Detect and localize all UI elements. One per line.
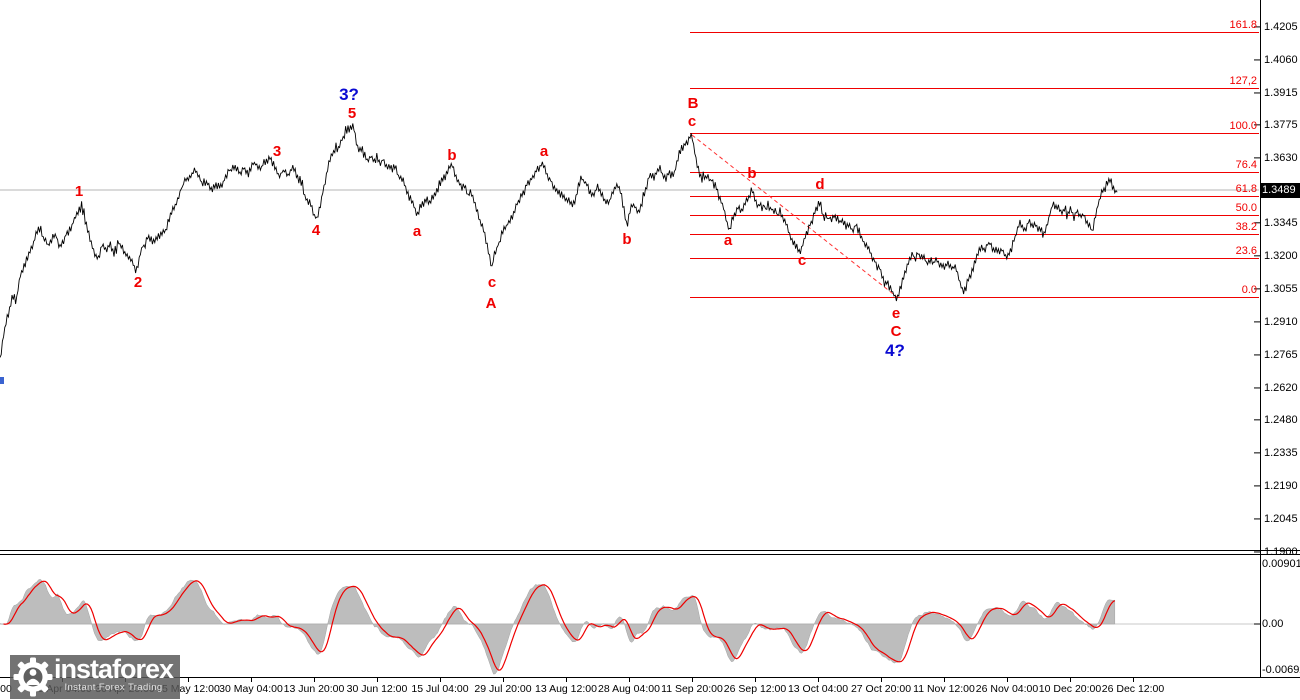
watermark-title: instaforex [54,654,174,684]
start-marker [0,377,4,384]
watermark-subtitle: Instant Forex Trading [64,682,163,693]
watermark: instaforex Instant Forex Trading [10,655,180,699]
instaforex-logo-icon [13,657,53,697]
oscillator-signal-line [3,580,1116,671]
price-line-series [0,123,1118,358]
trendline-dashed [691,134,898,298]
